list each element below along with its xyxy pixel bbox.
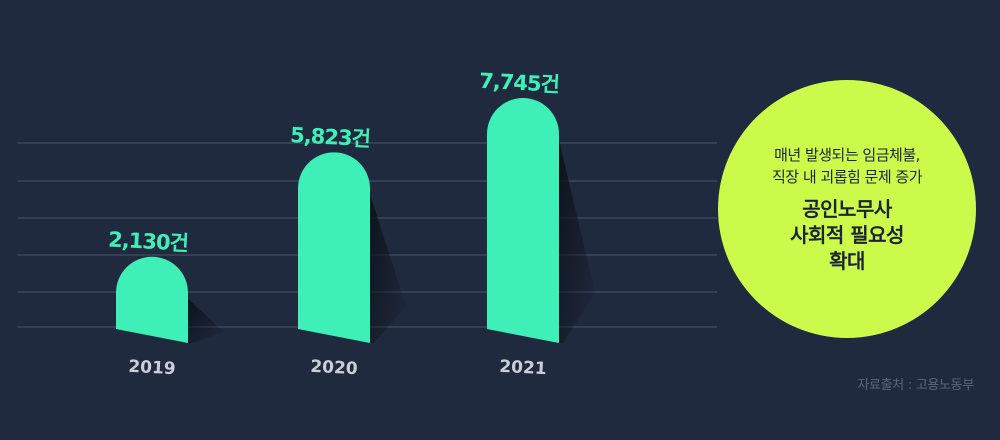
data-label-2019: 2,130건 — [108, 227, 189, 255]
bar-2020 — [298, 152, 370, 343]
bar-shadow — [559, 140, 595, 343]
source-note: 자료출처 : 고용노동부 — [857, 378, 974, 393]
tick-label-2020: 2020 — [310, 357, 358, 379]
bar-shadow — [188, 298, 224, 343]
callout-line-2: 직장 내 괴롭힘 문제 증가 — [771, 168, 923, 186]
bar-2019 — [116, 256, 188, 343]
callout-circle: 매년 발생되는 임금체불, 직장 내 괴롭힘 문제 증가 공인노무사 사회적 필… — [718, 80, 976, 338]
tick-label-2019: 2019 — [128, 357, 176, 379]
callout-headline-line-3: 확대 — [829, 249, 865, 273]
bar-shadow — [370, 194, 406, 343]
callout-headline: 공인노무사 사회적 필요성 확대 — [790, 196, 904, 274]
bar-2021 — [487, 98, 559, 343]
data-label-2021: 7,745건 — [479, 69, 560, 97]
callout-headline-line-2: 사회적 필요성 — [790, 223, 904, 247]
bar-chart: 2,130건 2019 5,823건 2020 7,745건 2021 — [18, 69, 717, 379]
chart-bars: 2,130건 2019 5,823건 2020 7,745건 2021 — [108, 69, 595, 379]
data-label-2020: 5,823건 — [290, 123, 371, 151]
tick-label-2021: 2021 — [499, 357, 547, 379]
callout-headline-line-1: 공인노무사 — [802, 197, 892, 221]
callout-line-1: 매년 발생되는 임금체불, — [774, 146, 920, 164]
